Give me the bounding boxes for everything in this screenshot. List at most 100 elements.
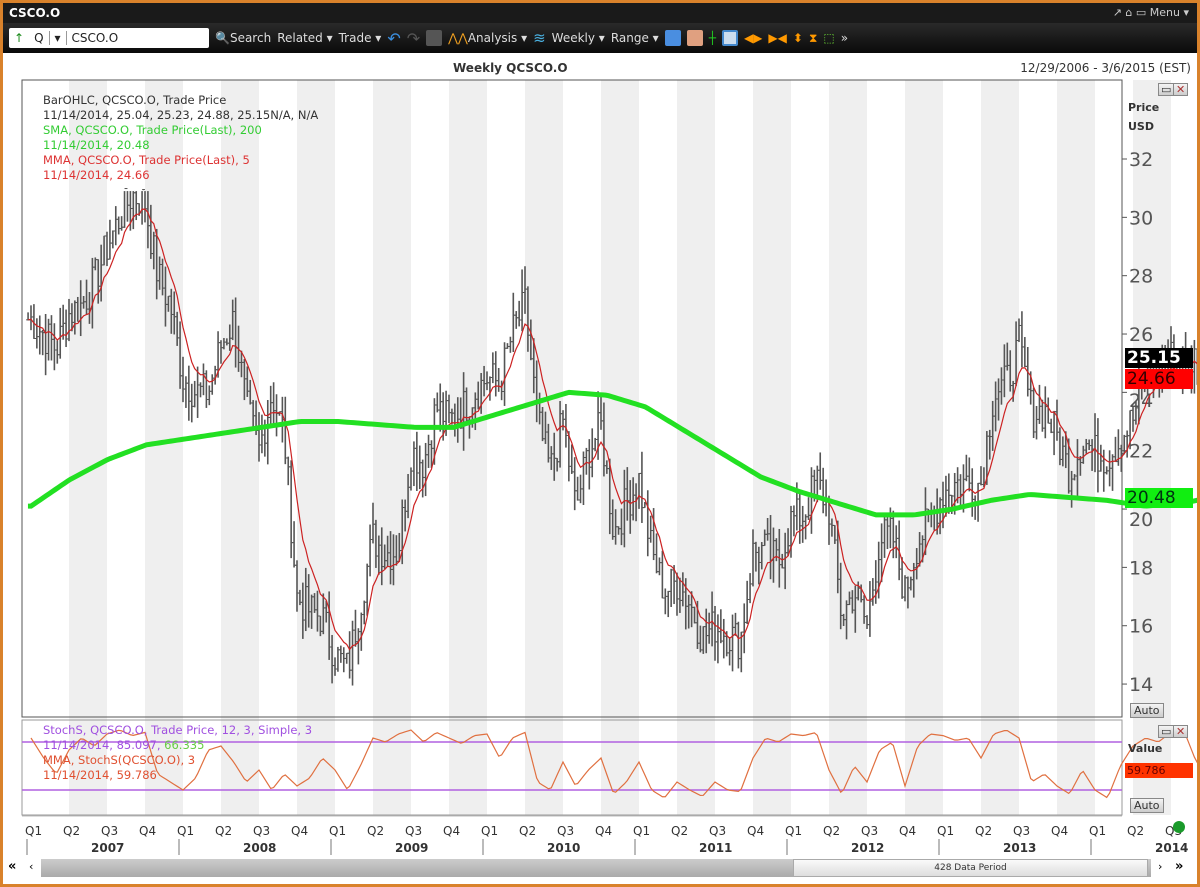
quarter-band (297, 80, 335, 815)
scroll-first-icon[interactable]: « (8, 859, 17, 874)
axis-unit: USD (1128, 120, 1154, 133)
compress-vertical-icon[interactable]: ⧗ (808, 30, 818, 45)
quarter-label: Q3 (861, 824, 878, 838)
stoch-legend-values: 11/14/2014, 85.097, (43, 738, 165, 752)
quarter-label: Q2 (367, 824, 384, 838)
up-arrow-icon: ↑ (14, 31, 25, 45)
stoch-line (30, 729, 1197, 799)
quarter-label: Q2 (671, 824, 688, 838)
snapshot-icon[interactable] (721, 30, 738, 46)
sma-legend-name: SMA, QCSCO.O, Trade Price(Last), 200 (43, 123, 262, 137)
auto-scale-button[interactable]: Auto (1130, 703, 1164, 718)
crosshair-icon[interactable]: ┼ (708, 31, 716, 45)
search-button[interactable]: 🔍Search (215, 31, 271, 45)
studies-icon[interactable]: ≋ (533, 29, 546, 47)
range-menu[interactable]: Range ▾ (610, 31, 659, 45)
interval-menu[interactable]: Weekly ▾ (551, 31, 605, 45)
stoch-pane-frame (21, 719, 1123, 816)
quarter-label: Q1 (1089, 824, 1106, 838)
quarter-band (221, 80, 259, 815)
quarter-label: Q3 (101, 824, 118, 838)
line-chart-icon[interactable] (664, 30, 681, 46)
date-range: 12/29/2006 - 3/6/2015 (EST) (1020, 61, 1191, 75)
stoch-legend: StochS, QCSCO.O, Trade Price, 12, 3, Sim… (43, 723, 312, 783)
minimize-pane-icon[interactable]: ▭ (1158, 83, 1175, 96)
ric-prefix[interactable]: Q (34, 31, 44, 45)
quarter-label: Q3 (557, 824, 574, 838)
year-label: 2008 (243, 841, 276, 855)
axis-title: Price (1128, 101, 1160, 114)
search-icon: 🔍 (215, 31, 230, 45)
quarter-label: Q4 (443, 824, 460, 838)
quarter-label: Q1 (481, 824, 498, 838)
quarter-label: Q1 (329, 824, 346, 838)
trade-menu[interactable]: Trade ▾ (338, 31, 382, 45)
y-tick-label: 32 (1129, 149, 1153, 171)
year-label: 2014 (1155, 841, 1188, 855)
y-tick-label: 30 (1129, 207, 1153, 229)
status-indicator (1173, 821, 1185, 833)
chart-type-icon[interactable] (686, 30, 703, 46)
value-title: Value (1128, 742, 1163, 755)
ohlc-legend-name: BarOHLC, QCSCO.O, Trade Price (43, 93, 227, 107)
compress-horizontal-icon[interactable]: ▶◀ (768, 31, 787, 45)
close-stoch-pane-icon[interactable]: ✕ (1173, 725, 1189, 738)
y-tick-label: 22 (1129, 441, 1153, 463)
quarter-label: Q1 (25, 824, 42, 838)
price-pane-frame (21, 79, 1123, 718)
y-tick-label: 24 (1129, 390, 1153, 412)
title-bar: CSCO.O ↗ ⌂ ▭ Menu ▾ (3, 3, 1197, 23)
window-controls[interactable]: ↗ ⌂ ▭ Menu ▾ (1112, 6, 1189, 19)
scroll-thumb[interactable]: 428 Data Period (793, 859, 1148, 877)
stoch-mma-tag: 59.786 (1125, 763, 1193, 778)
price-legend: BarOHLC, QCSCO.O, Trade Price 11/14/2014… (43, 93, 318, 183)
analysis-menu[interactable]: ⋀⋀Analysis ▾ (448, 31, 527, 45)
y-tick-label: 26 (1129, 324, 1153, 346)
quarter-label: Q1 (785, 824, 802, 838)
sma-line (27, 389, 1197, 518)
y-tick-label: 28 (1129, 266, 1153, 288)
mma-legend-values: 11/14/2014, 24.66 (43, 168, 150, 182)
expand-vertical-icon[interactable]: ⬍ (792, 31, 803, 45)
quarter-band (601, 80, 639, 815)
scroll-last-icon[interactable]: » (1175, 859, 1184, 874)
stoch-mma-legend-name: MMA, StochS(QCSCO.O), 3 (43, 753, 196, 767)
analysis-icon: ⋀⋀ (448, 31, 468, 45)
dropdown-icon[interactable]: ▾ (48, 31, 67, 45)
undo-icon[interactable]: ↶ (387, 28, 401, 48)
year-label: 2011 (699, 841, 732, 855)
scroll-right-icon[interactable]: › (1158, 860, 1163, 873)
quarter-label: Q4 (747, 824, 764, 838)
quarter-label: Q2 (215, 824, 232, 838)
zoom-select-icon[interactable]: ⬚ (823, 31, 835, 45)
search-label: Search (229, 31, 272, 45)
close-pane-icon[interactable]: ✕ (1173, 83, 1189, 96)
ric-input[interactable]: ↑ Q ▾ CSCO.O (9, 28, 209, 48)
ric-value[interactable]: CSCO.O (71, 31, 119, 45)
quarter-band (145, 80, 183, 815)
year-label: 2013 (1003, 841, 1036, 855)
folder-icon[interactable] (426, 30, 443, 46)
quarter-band (373, 80, 411, 815)
minimize-stoch-pane-icon[interactable]: ▭ (1158, 725, 1175, 738)
quarter-label: Q1 (177, 824, 194, 838)
quarter-label: Q2 (1127, 824, 1144, 838)
quarter-label: Q2 (519, 824, 536, 838)
quarter-band (753, 80, 791, 815)
stoch-auto-scale-button[interactable]: Auto (1130, 798, 1164, 813)
redo-icon[interactable]: ↷ (406, 28, 421, 48)
time-scrollbar[interactable]: « ‹ 428 Data Period › » (3, 856, 1197, 880)
scroll-left-icon[interactable]: ‹ (29, 860, 34, 873)
quarter-label: Q4 (139, 824, 156, 838)
year-label: 2012 (851, 841, 884, 855)
quarter-band (1133, 80, 1171, 815)
expand-horizontal-icon[interactable]: ◀▶ (743, 31, 763, 45)
ohlc-legend-values: 11/14/2014, 25.04, 25.23, 24.88, 25.15N/… (43, 108, 319, 122)
related-menu[interactable]: Related ▾ (277, 31, 333, 45)
analysis-label: Analysis ▾ (467, 31, 528, 45)
chart-title: Weekly QCSCO.O (453, 61, 568, 75)
year-label: 2009 (395, 841, 428, 855)
more-icon[interactable]: » (840, 31, 849, 45)
quarter-label: Q1 (633, 824, 650, 838)
